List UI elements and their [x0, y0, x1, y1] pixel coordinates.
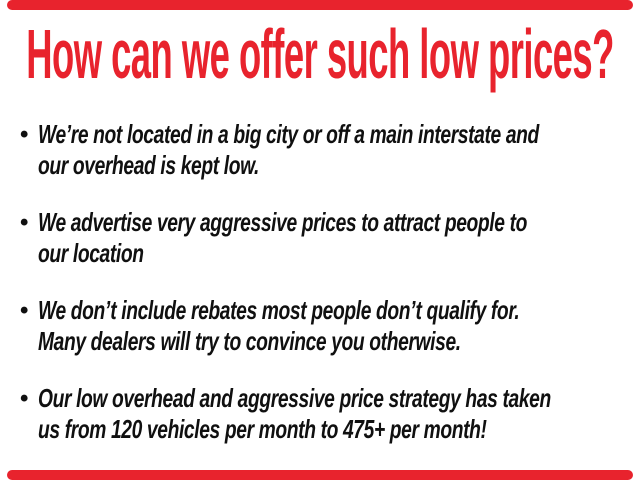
bullet-item: • Our low overhead and aggressive price … — [20, 383, 640, 445]
bullet-item: • We’re not located in a big city or off… — [20, 119, 640, 181]
bullet-line-2: Many dealers will try to convince you ot… — [38, 326, 461, 356]
slide-title: How can we offer such low prices? — [26, 15, 614, 93]
bottom-accent-bar — [7, 470, 633, 480]
bullet-line-1: Our low overhead and aggressive price st… — [38, 383, 551, 413]
bullet-dot-icon: • — [20, 297, 29, 324]
bullet-line-1: We’re not located in a big city or off a… — [38, 119, 539, 149]
slide-header: How can we offer such low prices? — [0, 16, 640, 92]
bullet-dot-icon: • — [20, 385, 29, 412]
bullet-text: We don’t include rebates most people don… — [38, 295, 520, 357]
bullet-line-2: our overhead is kept low. — [38, 150, 259, 180]
bullet-text: Our low overhead and aggressive price st… — [38, 383, 551, 445]
bullet-line-1: We advertise very aggressive prices to a… — [38, 207, 528, 237]
bullet-list: • We’re not located in a big city or off… — [20, 119, 640, 471]
bullet-text: We advertise very aggressive prices to a… — [38, 207, 527, 269]
bullet-item: • We don’t include rebates most people d… — [20, 295, 640, 357]
bullet-dot-icon: • — [20, 121, 29, 148]
bullet-line-2: us from 120 vehicles per month to 475+ p… — [38, 414, 487, 444]
bullet-line-2: our location — [38, 238, 144, 268]
bullet-line-1: We don’t include rebates most people don… — [38, 295, 520, 325]
bullet-item: • We advertise very aggressive prices to… — [20, 207, 640, 269]
bullet-dot-icon: • — [20, 209, 29, 236]
bullet-text: We’re not located in a big city or off a… — [38, 119, 539, 181]
top-accent-bar — [7, 0, 633, 10]
